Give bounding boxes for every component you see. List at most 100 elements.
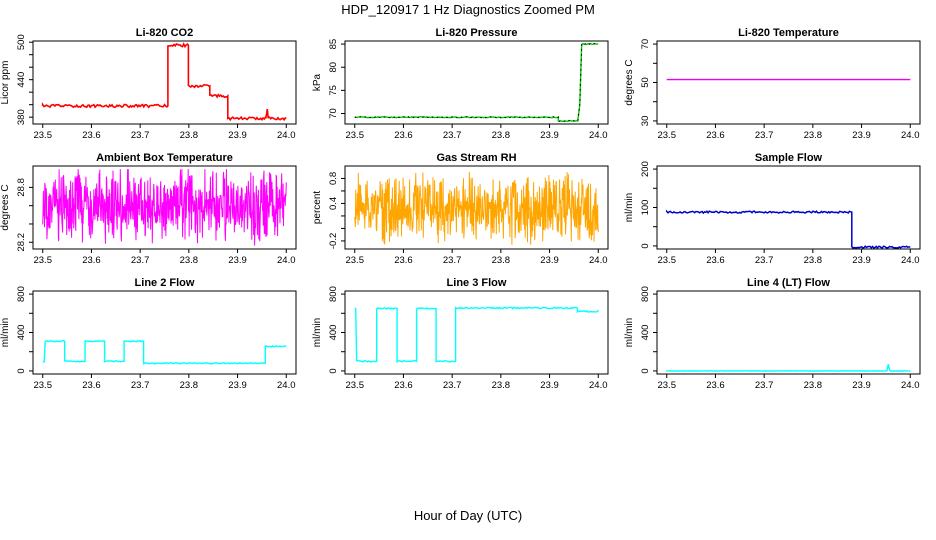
y-tick-label: 0.4: [328, 197, 339, 210]
series-line: [666, 364, 911, 372]
x-tick-label: 24.0: [901, 130, 920, 141]
y-tick-label: 400: [328, 325, 339, 341]
x-tick-label: 23.6: [706, 380, 725, 391]
series-line: [354, 42, 599, 123]
y-tick-label: 30: [640, 116, 651, 127]
x-tick-label: 23.5: [33, 380, 52, 391]
x-tick-label: 23.8: [804, 380, 823, 391]
y-axis-title: degrees C: [624, 59, 635, 105]
y-tick-label: 100: [640, 200, 651, 216]
x-tick-label: 23.7: [443, 130, 462, 141]
plot-box: [32, 165, 297, 250]
series-line: [41, 42, 287, 122]
y-tick-label: -0.2: [328, 233, 339, 249]
y-tick-label: 0.8: [328, 172, 339, 185]
subplot-li-820-temperature: Li-820 Temperature degrees C 30 50 70 23.5 23.…: [624, 27, 921, 141]
subplot-gas-stream-rh: Gas Stream RH percent -0.2 0.4 0.8 23.5 23.6 23…: [312, 152, 609, 266]
y-axis-title: kPa: [312, 73, 323, 91]
x-tick-label: 23.9: [540, 130, 559, 141]
y-axis-title: percent: [312, 191, 323, 225]
y-tick-label: 200: [640, 161, 651, 177]
x-tick-label: 24.0: [589, 130, 608, 141]
x-tick-label: 23.8: [180, 255, 199, 266]
y-tick-label: 85: [328, 39, 339, 50]
y-tick-label: 800: [328, 286, 339, 302]
subplot-title: Sample Flow: [755, 152, 823, 164]
x-tick-label: 23.9: [228, 255, 247, 266]
x-tick-label: 23.6: [82, 255, 101, 266]
x-tick-label: 23.6: [394, 130, 413, 141]
series-line: [354, 306, 599, 364]
y-axis-title: ml/min: [624, 193, 635, 222]
plot-box: [344, 290, 609, 375]
x-tick-label: 23.9: [852, 380, 871, 391]
subplot-line-4-lt-flow: Line 4 (LT) Flow ml/min 0 400 800 23.5 23.6 23.…: [624, 277, 921, 391]
subplot-sample-flow: Sample Flow ml/min 0 100 200 23.5 23.6 23.7 23.8…: [624, 152, 921, 266]
x-tick-label: 23.9: [540, 380, 559, 391]
y-tick-label: 400: [640, 325, 651, 341]
plot-box: [344, 165, 609, 250]
x-tick-label: 23.8: [492, 380, 511, 391]
y-tick-label: 500: [16, 34, 27, 50]
subplot-title: Li-820 CO2: [136, 27, 193, 39]
plot-box: [656, 290, 921, 375]
x-tick-label: 23.9: [540, 255, 559, 266]
x-tick-label: 23.7: [755, 130, 774, 141]
x-tick-label: 24.0: [901, 380, 920, 391]
x-tick-label: 23.8: [492, 130, 511, 141]
x-tick-label: 23.8: [180, 380, 199, 391]
series-line: [354, 171, 599, 245]
x-tick-label: 23.5: [345, 130, 364, 141]
series-line: [665, 209, 911, 250]
subplot-line-2-flow: Line 2 Flow ml/min 0 400 800 23.5 23.6 23.7 23.8…: [0, 277, 297, 391]
y-tick-label: 80: [328, 62, 339, 73]
y-axis-title: degrees C: [0, 184, 11, 230]
y-tick-label: 75: [328, 85, 339, 96]
x-tick-label: 23.8: [804, 255, 823, 266]
y-tick-label: 400: [16, 325, 27, 341]
x-tick-label: 23.7: [131, 130, 150, 141]
y-axis-title: Licor ppm: [0, 61, 11, 105]
x-tick-label: 23.5: [345, 255, 364, 266]
x-tick-label: 23.5: [345, 380, 364, 391]
plot-box: [32, 290, 297, 375]
x-tick-label: 23.7: [131, 380, 150, 391]
y-tick-label: 28.2: [16, 233, 27, 252]
subplot-title: Ambient Box Temperature: [96, 152, 233, 164]
y-tick-label: 800: [640, 286, 651, 302]
y-tick-label: 380: [16, 109, 27, 125]
x-tick-label: 23.7: [443, 255, 462, 266]
subplot-line-3-flow: Line 3 Flow ml/min 0 400 800 23.5 23.6 23.7 23.8…: [312, 277, 609, 391]
x-tick-label: 23.9: [852, 255, 871, 266]
y-tick-label: 70: [328, 108, 339, 119]
y-tick-label: 28.8: [16, 178, 27, 197]
x-tick-label: 24.0: [901, 255, 920, 266]
x-axis-label: Hour of Day (UTC): [413, 508, 523, 523]
y-tick-label: 0: [328, 368, 339, 373]
x-tick-label: 24.0: [277, 130, 296, 141]
x-tick-label: 23.7: [443, 380, 462, 391]
x-tick-label: 23.5: [657, 255, 676, 266]
subplot-title: Line 4 (LT) Flow: [747, 277, 830, 289]
x-tick-label: 24.0: [277, 380, 296, 391]
y-axis-title: ml/min: [0, 318, 11, 347]
x-tick-label: 23.5: [657, 130, 676, 141]
y-tick-label: 0: [640, 243, 651, 248]
y-tick-label: 0: [640, 368, 651, 373]
y-tick-label: 800: [16, 286, 27, 302]
x-tick-label: 23.5: [33, 255, 52, 266]
subplot-li-820-co2: Li-820 CO2 Licor ppm 380 440 500 23.5 23.6 23.7…: [0, 27, 297, 141]
x-tick-label: 23.8: [180, 130, 199, 141]
x-tick-label: 23.6: [82, 380, 101, 391]
plot-box: [656, 165, 921, 250]
subplot-title: Li-820 Temperature: [738, 27, 839, 39]
x-tick-label: 23.6: [706, 255, 725, 266]
x-tick-label: 24.0: [589, 255, 608, 266]
y-axis-title: ml/min: [312, 318, 323, 347]
x-tick-label: 24.0: [277, 255, 296, 266]
y-tick-label: 0: [16, 368, 27, 373]
x-tick-label: 23.7: [131, 255, 150, 266]
x-tick-label: 23.6: [394, 380, 413, 391]
x-tick-label: 23.7: [755, 255, 774, 266]
